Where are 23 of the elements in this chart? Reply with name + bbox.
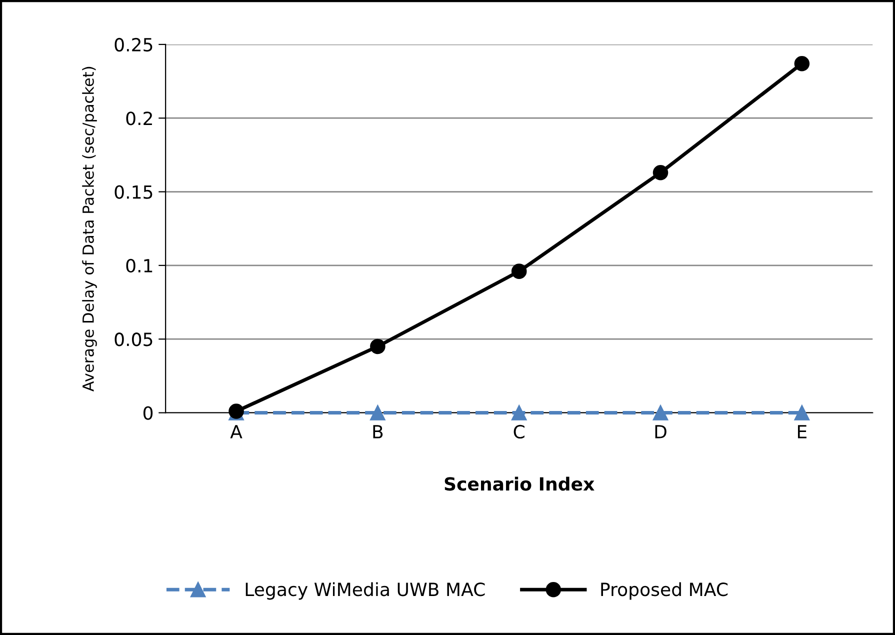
point (370, 405, 386, 420)
point (794, 56, 810, 72)
x-axis-title: Scenario Index (444, 476, 594, 491)
x-tick-label: E (798, 425, 806, 438)
point (511, 264, 527, 279)
y-tick-label: 0.15 (114, 185, 152, 199)
y-tick-label: 0.25 (114, 38, 152, 52)
point (652, 405, 668, 420)
x-tick-label: D (655, 425, 666, 438)
y-tick-label: 0 (143, 406, 153, 420)
point (794, 405, 810, 420)
y-axis-title: Average Delay of Data Packet (sec/packet) (82, 66, 97, 392)
x-tick-label: A (230, 425, 242, 438)
y-tick-label: 0.05 (114, 332, 152, 346)
x-tick-label: B (373, 425, 383, 438)
y-tick-label: 0.1 (126, 258, 152, 273)
point (511, 405, 527, 420)
point (370, 338, 386, 354)
legend-label: Legacy WiMedia UWB MAC (246, 582, 485, 600)
x-tick-label: C (514, 424, 524, 439)
point (652, 164, 668, 180)
legend-label: Proposed MAC (601, 582, 728, 600)
y-tick-label: 0.2 (126, 112, 152, 126)
